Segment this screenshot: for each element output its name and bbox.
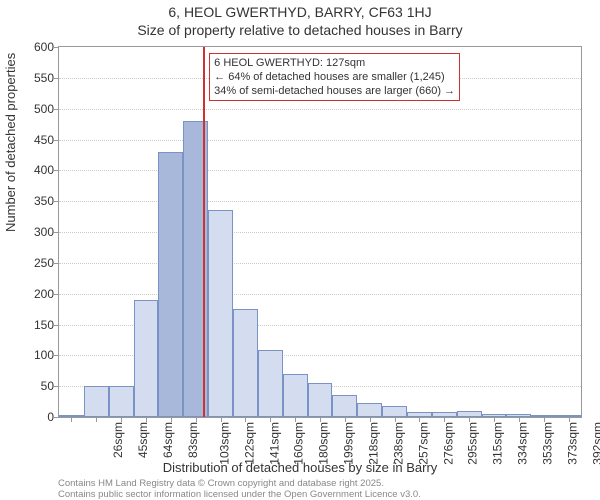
x-tick-label: 141sqm [267, 422, 281, 465]
x-tick [494, 418, 495, 422]
y-tick-label: 250 [14, 256, 54, 270]
x-tick-label: 373sqm [566, 422, 580, 465]
bar [233, 309, 258, 417]
bar [109, 386, 134, 417]
gridline [59, 201, 581, 202]
bar [382, 406, 407, 417]
gridline [59, 294, 581, 295]
bar [506, 414, 531, 417]
y-tick-label: 50 [14, 379, 54, 393]
x-tick-label: 392sqm [590, 422, 600, 465]
x-tick [544, 418, 545, 422]
x-tick [96, 418, 97, 422]
x-tick [221, 418, 222, 422]
y-tick-label: 450 [14, 133, 54, 147]
footer-line1: Contains HM Land Registry data © Crown c… [58, 478, 421, 489]
y-tick-label: 600 [14, 40, 54, 54]
x-tick-label: 334sqm [516, 422, 530, 465]
bar [482, 414, 507, 417]
annotation-line3: 34% of semi-detached houses are larger (… [214, 84, 455, 98]
x-tick-label: 199sqm [342, 422, 356, 465]
chart-title-main: 6, HEOL GWERTHYD, BARRY, CF63 1HJ [0, 4, 600, 20]
x-tick-label: 83sqm [186, 422, 200, 458]
bar [258, 350, 283, 417]
bar [158, 152, 183, 417]
x-tick [245, 418, 246, 422]
x-tick-label: 238sqm [392, 422, 406, 465]
x-tick [121, 418, 122, 422]
bar [531, 415, 556, 417]
gridline [59, 140, 581, 141]
bar [208, 210, 233, 417]
x-tick [469, 418, 470, 422]
y-tick-label: 100 [14, 348, 54, 362]
x-tick [444, 418, 445, 422]
x-tick-label: 218sqm [367, 422, 381, 465]
footer-attribution: Contains HM Land Registry data © Crown c… [58, 478, 421, 500]
bar [556, 415, 581, 417]
gridline [59, 232, 581, 233]
bar [357, 403, 382, 417]
footer-line2: Contains public sector information licen… [58, 489, 421, 500]
x-tick [171, 418, 172, 422]
x-tick-label: 295sqm [466, 422, 480, 465]
x-tick-label: 180sqm [317, 422, 331, 465]
x-tick [569, 418, 570, 422]
x-tick [395, 418, 396, 422]
chart-container: 6, HEOL GWERTHYD, BARRY, CF63 1HJ Size o… [0, 0, 600, 500]
annotation-box: 6 HEOL GWERTHYD: 127sqm ← 64% of detache… [209, 53, 460, 101]
x-tick-label: 257sqm [416, 422, 430, 465]
x-tick [295, 418, 296, 422]
x-tick-label: 64sqm [161, 422, 175, 458]
y-tick-label: 300 [14, 225, 54, 239]
x-tick [196, 418, 197, 422]
x-tick [345, 418, 346, 422]
chart-title-sub: Size of property relative to detached ho… [0, 22, 600, 38]
y-tick-label: 350 [14, 194, 54, 208]
x-tick-label: 26sqm [111, 422, 125, 458]
x-tick-label: 45sqm [136, 422, 150, 458]
x-tick [320, 418, 321, 422]
y-tick-label: 400 [14, 163, 54, 177]
annotation-line1: 6 HEOL GWERTHYD: 127sqm [214, 56, 455, 70]
x-tick [270, 418, 271, 422]
x-tick [71, 418, 72, 422]
x-tick [146, 418, 147, 422]
reference-line [203, 47, 205, 417]
bar [84, 386, 109, 417]
x-tick-label: 315sqm [491, 422, 505, 465]
x-tick [419, 418, 420, 422]
x-axis-title: Distribution of detached houses by size … [0, 460, 600, 475]
bar [308, 383, 333, 417]
bar [59, 415, 84, 417]
gridline [59, 263, 581, 264]
y-tick-label: 0 [14, 410, 54, 424]
x-tick-label: 103sqm [218, 422, 232, 465]
x-tick [370, 418, 371, 422]
bar [134, 300, 159, 417]
plot-area: 6 HEOL GWERTHYD: 127sqm ← 64% of detache… [58, 46, 582, 418]
x-tick-label: 276sqm [441, 422, 455, 465]
bar [332, 395, 357, 417]
bar [407, 412, 432, 417]
y-tick-label: 150 [14, 318, 54, 332]
y-tick-label: 550 [14, 71, 54, 85]
x-tick-label: 353sqm [541, 422, 555, 465]
gridline [59, 170, 581, 171]
x-tick-label: 160sqm [292, 422, 306, 465]
gridline [59, 109, 581, 110]
y-tick-label: 200 [14, 287, 54, 301]
annotation-line2: ← 64% of detached houses are smaller (1,… [214, 70, 455, 84]
y-tick-label: 500 [14, 102, 54, 116]
x-tick-label: 122sqm [242, 422, 256, 465]
bar [432, 412, 457, 417]
x-tick [519, 418, 520, 422]
bar [283, 374, 308, 417]
bar [457, 411, 482, 417]
